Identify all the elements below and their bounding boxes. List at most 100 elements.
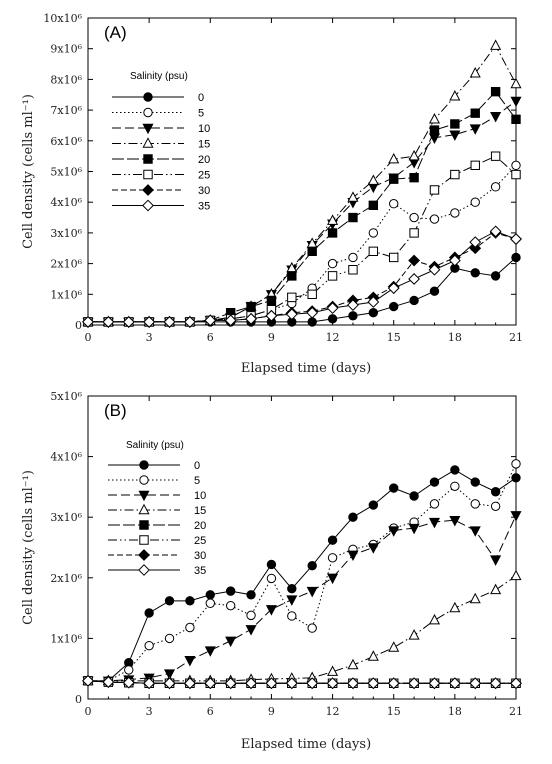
legend-label: 0 [198,92,204,104]
data-point [511,114,521,125]
legend-marker [139,520,149,530]
data-point [389,199,399,209]
data-point [287,271,297,281]
data-point [287,292,297,303]
y-tick-label: 2x10⁶ [50,258,82,271]
data-point [449,516,461,527]
legend-label: 10 [198,123,210,135]
data-point [205,598,215,608]
y-tick-label: 5x10⁶ [50,390,82,403]
data-point [348,252,358,263]
data-point [326,677,339,690]
y-tick-label: 2x10⁶ [50,572,82,585]
data-point [408,523,420,535]
legend-label: 30 [198,185,210,197]
data-point [368,200,379,210]
series-line [88,575,517,682]
series-line [87,680,516,684]
data-point [429,185,440,195]
data-point [205,590,215,600]
x-tick-label: 21 [509,705,523,718]
data-point [122,316,135,328]
legend-marker [142,123,154,135]
data-point [326,302,339,315]
x-tick-label: 12 [326,331,340,344]
data-point [102,676,115,688]
data-point [470,268,480,278]
data-point [204,314,217,327]
legend-marker [138,503,150,515]
data-point [164,633,175,644]
legend: Salinity (psu) 0 5 10 15 20 25 30 35 [108,440,206,577]
data-point [510,96,522,108]
data-point [164,596,175,606]
data-point [367,174,379,185]
panel-label: (A) [104,23,127,42]
data-point [306,586,318,598]
data-point [287,611,297,621]
data-point [389,174,399,184]
data-point [144,608,154,618]
y-axis-label: Cell density (cells ml⁻¹) [21,470,36,625]
data-point [265,605,277,616]
legend-label: 0 [194,460,200,472]
y-tick-label: 3x10⁶ [50,511,82,524]
data-point [490,583,502,595]
data-point [122,676,135,689]
series-35-psu [82,225,522,328]
data-point [266,304,277,315]
data-point [185,596,195,606]
chart-panel-b: 0 3 6 9 12 15 18 21 0 1x10⁶ 2x10⁶ 3x10⁶ 4x10⁶ 5x10⁶ El… [21,390,523,752]
data-point [429,125,440,135]
data-point [429,499,440,509]
data-point [448,677,461,690]
data-point [387,282,400,295]
data-point [409,295,419,306]
data-point [367,543,379,554]
data-point [510,77,522,89]
data-point [347,677,359,690]
data-point [388,526,400,537]
plot-frame [87,395,517,700]
series-0-psu [83,465,521,686]
data-point [347,550,359,562]
data-point [347,299,359,311]
data-point [287,584,297,594]
data-point [409,228,419,238]
data-point [266,295,277,306]
data-point [449,601,461,613]
data-point [450,119,460,129]
data-point [183,316,196,328]
data-point [225,636,237,648]
legend-marker [138,564,150,576]
data-point [327,314,338,324]
data-point [510,677,522,690]
data-point [408,273,421,285]
series-line [88,230,517,323]
series-5-psu [83,459,521,686]
data-point [489,677,502,690]
data-point [163,669,176,680]
legend-label: 20 [194,520,206,532]
series-15-psu [82,569,522,686]
y-tick-label: 4x10⁶ [50,451,82,464]
legend-marker [143,92,153,102]
data-point [428,613,441,625]
data-point [185,622,195,633]
data-point [143,316,156,328]
legend-marker [142,184,154,196]
data-point [367,650,379,661]
data-point [510,511,522,522]
data-point [429,214,440,224]
data-point [490,39,502,50]
data-point [449,90,461,101]
data-point [428,677,441,690]
data-point [368,500,379,510]
data-point [470,108,480,118]
data-point [469,677,482,690]
data-point [82,316,94,328]
data-point [183,677,196,690]
data-point [408,629,420,640]
data-point [184,656,196,667]
data-point [306,677,319,690]
